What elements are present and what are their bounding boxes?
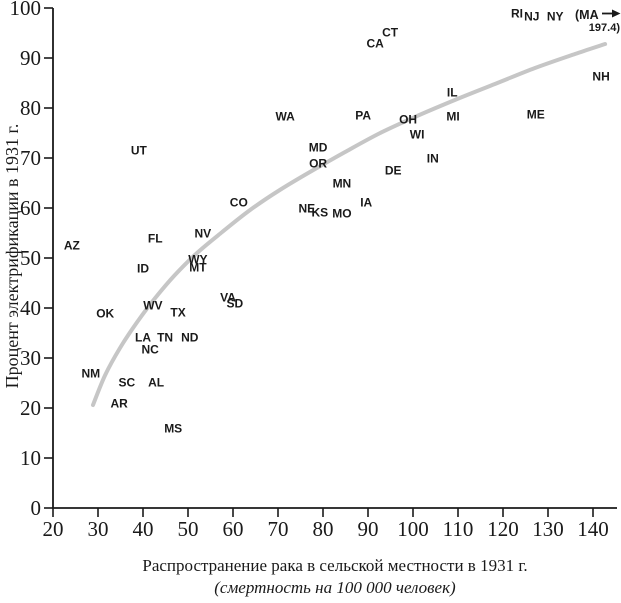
state-label-AZ: AZ (64, 239, 80, 253)
state-label-VA: VA (220, 291, 236, 305)
x-tick-label: 120 (487, 517, 519, 541)
state-label-WY: WY (188, 253, 207, 267)
state-label-NH: NH (592, 70, 609, 84)
state-label-NM: NM (81, 367, 100, 381)
y-tick-label: 60 (20, 196, 41, 220)
x-tick-label: 20 (43, 517, 64, 541)
state-label-OK: OK (96, 307, 114, 321)
x-tick-label: 50 (178, 517, 199, 541)
state-label-IL: IL (447, 86, 458, 100)
state-label-OH: OH (399, 113, 417, 127)
state-label-CO: CO (230, 196, 248, 210)
state-label-TX: TX (170, 306, 185, 320)
state-label-KS: KS (311, 206, 328, 220)
state-label-CA: CA (367, 37, 385, 51)
state-label-ND: ND (181, 331, 199, 345)
state-label-MI: MI (446, 110, 459, 124)
state-label-MN: MN (333, 177, 352, 191)
state-label-UT: UT (131, 144, 148, 158)
y-tick-label: 0 (31, 496, 42, 520)
x-tick-label: 80 (313, 517, 334, 541)
ma-outlier-label: (MA (575, 8, 599, 22)
y-tick-label: 70 (20, 146, 41, 170)
state-label-NJ: NJ (524, 10, 539, 24)
state-label-MT: MT (189, 261, 207, 275)
state-label-MD: MD (309, 141, 328, 155)
state-label-LA: LA (135, 331, 151, 345)
state-label-MS: MS (164, 422, 182, 436)
state-label-ME: ME (527, 108, 545, 122)
state-label-IA: IA (360, 196, 372, 210)
y-tick-label: 50 (20, 246, 41, 270)
y-axis-title: Процент электрификации в 1931 г. (2, 123, 22, 389)
x-tick-label: 60 (223, 517, 244, 541)
state-label-AL: AL (148, 376, 164, 390)
x-tick-label: 100 (397, 517, 429, 541)
y-tick-label: 80 (20, 96, 41, 120)
state-label-DE: DE (385, 164, 402, 178)
state-label-WV: WV (143, 299, 162, 313)
state-label-RI: RI (511, 7, 523, 21)
state-label-NY: NY (547, 10, 564, 24)
x-tick-label: 110 (443, 517, 474, 541)
y-tick-label: 100 (10, 0, 42, 20)
state-label-MO: MO (332, 207, 351, 221)
state-label-NC: NC (142, 343, 160, 357)
state-label-AR: AR (111, 397, 129, 411)
state-label-SC: SC (118, 376, 135, 390)
x-axis-subtitle: (смертность на 100 000 человек) (214, 578, 456, 597)
state-label-CT: CT (382, 26, 399, 40)
state-label-OR: OR (309, 157, 327, 171)
y-tick-label: 30 (20, 346, 41, 370)
arrow-right-head-icon (612, 9, 621, 18)
state-label-FL: FL (148, 232, 163, 246)
state-label-ID: ID (137, 262, 149, 276)
state-label-PA: PA (355, 109, 371, 123)
x-axis-title: Распространение рака в сельской местност… (142, 556, 528, 575)
y-tick-label: 90 (20, 46, 41, 70)
state-label-WI: WI (410, 128, 425, 142)
x-tick-label: 140 (577, 517, 609, 541)
x-tick-label: 40 (133, 517, 154, 541)
y-tick-label: 40 (20, 296, 41, 320)
y-tick-label: 10 (20, 446, 41, 470)
state-label-NE: NE (298, 202, 315, 216)
state-label-TN: TN (157, 331, 173, 345)
ma-outlier-value: 197.4) (589, 22, 621, 34)
x-tick-label: 130 (532, 517, 564, 541)
x-tick-label: 70 (268, 517, 289, 541)
x-tick-label: 30 (88, 517, 109, 541)
state-label-NV: NV (194, 227, 211, 241)
state-label-IN: IN (427, 152, 439, 166)
state-label-SD: SD (226, 297, 243, 311)
state-label-WA: WA (276, 110, 296, 124)
trend-curve (91, 42, 608, 407)
y-tick-label: 20 (20, 396, 41, 420)
x-tick-label: 90 (358, 517, 379, 541)
